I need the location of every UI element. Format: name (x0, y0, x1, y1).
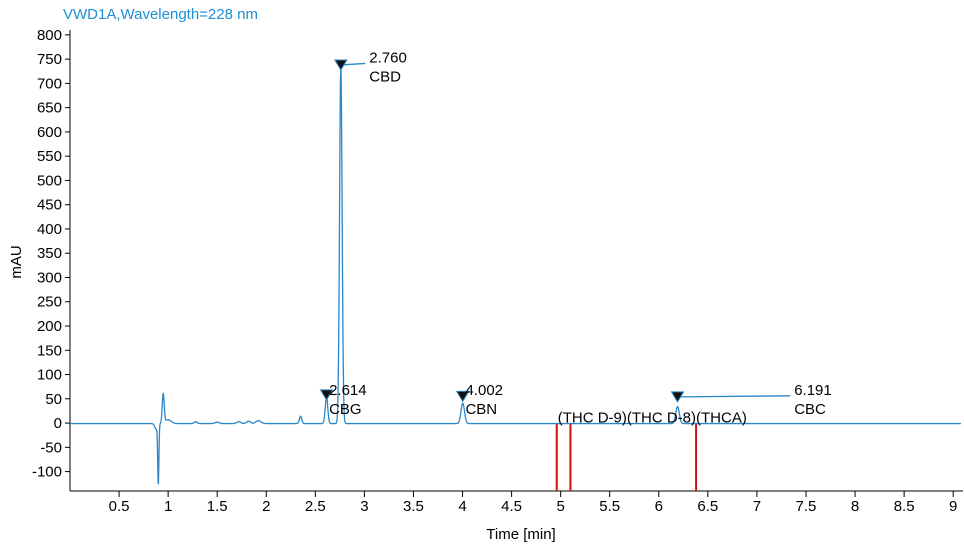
y-tick-label: 650 (37, 100, 62, 117)
x-tick-label: 6.5 (697, 498, 718, 515)
y-tick-label: 200 (37, 318, 62, 335)
x-tick-label: 3 (360, 498, 368, 515)
peak-marker (333, 59, 348, 71)
y-tick-label: 750 (37, 51, 62, 68)
peak-leader-line (340, 62, 366, 66)
y-tick-label: 600 (37, 124, 62, 141)
y-tick-label: -100 (32, 464, 62, 481)
x-tick-label: 5 (556, 498, 564, 515)
y-tick-label: 50 (45, 391, 62, 408)
peak-name: CBN (465, 401, 497, 418)
x-tick-label: 0.5 (109, 498, 130, 515)
x-tick-label: 7.5 (796, 498, 817, 515)
x-tick-label: 2 (262, 498, 270, 515)
x-tick-label: 8 (851, 498, 859, 515)
y-tick-label: 500 (37, 172, 62, 189)
x-tick-label: 2.5 (305, 498, 326, 515)
peak-name: CBG (329, 401, 362, 418)
y-tick-label: 250 (37, 294, 62, 311)
x-tick-label: 9 (949, 498, 957, 515)
peak-retention-time: 2.614 (329, 382, 367, 399)
x-tick-label: 1.5 (207, 498, 228, 515)
y-tick-label: -50 (40, 439, 62, 456)
y-tick-label: 150 (37, 342, 62, 359)
x-tick-label: 4 (458, 498, 466, 515)
peak-retention-time: 2.760 (369, 49, 407, 66)
expected-marker-lines (555, 423, 698, 491)
y-tick-label: 550 (37, 148, 62, 165)
peak-retention-time: 4.002 (465, 382, 503, 399)
peak-marker (670, 391, 685, 403)
x-tick-label: 4.5 (501, 498, 522, 515)
y-tick-label: 450 (37, 197, 62, 214)
x-tick-label: 8.5 (894, 498, 915, 515)
signal-trace (70, 66, 961, 485)
y-tick-label: 700 (37, 75, 62, 92)
peak-marker (455, 390, 470, 403)
y-tick-label: 0 (54, 415, 62, 432)
expected-marker-labels: (THC D-9)(THC D-8)(THCA) (558, 410, 747, 427)
y-tick-label: 100 (37, 367, 62, 384)
x-axis-title: Time [min] (486, 526, 555, 543)
axes: -100 -50 0 50 100 150 200 250 300 350 400 450 500 550… (32, 27, 963, 515)
y-tick-label: 300 (37, 269, 62, 286)
peak-marker (319, 389, 334, 401)
x-tick-label: 1 (164, 498, 172, 515)
y-tick-label: 800 (37, 27, 62, 44)
x-tick-label: 3.5 (403, 498, 424, 515)
peak-leader-line (677, 395, 791, 398)
y-axis-title: mAU (8, 245, 25, 278)
peak-name: CBD (369, 68, 401, 85)
x-tick-label: 5.5 (599, 498, 620, 515)
y-tick-label: 400 (37, 221, 62, 238)
y-tick-label: 350 (37, 245, 62, 262)
chart-title: VWD1A,Wavelength=228 nm (63, 6, 258, 23)
expected-marker-labels-text: (THC D-9)(THC D-8)(THCA) (558, 410, 747, 427)
peak-name: CBC (794, 401, 826, 418)
x-tick-label: 6 (655, 498, 663, 515)
peak-annotations: 2.614 CBG 2.760 CBD 4.002 CBN 6.191 CBC (319, 49, 832, 418)
peak-retention-time: 6.191 (794, 382, 832, 399)
x-tick-label: 7 (753, 498, 761, 515)
